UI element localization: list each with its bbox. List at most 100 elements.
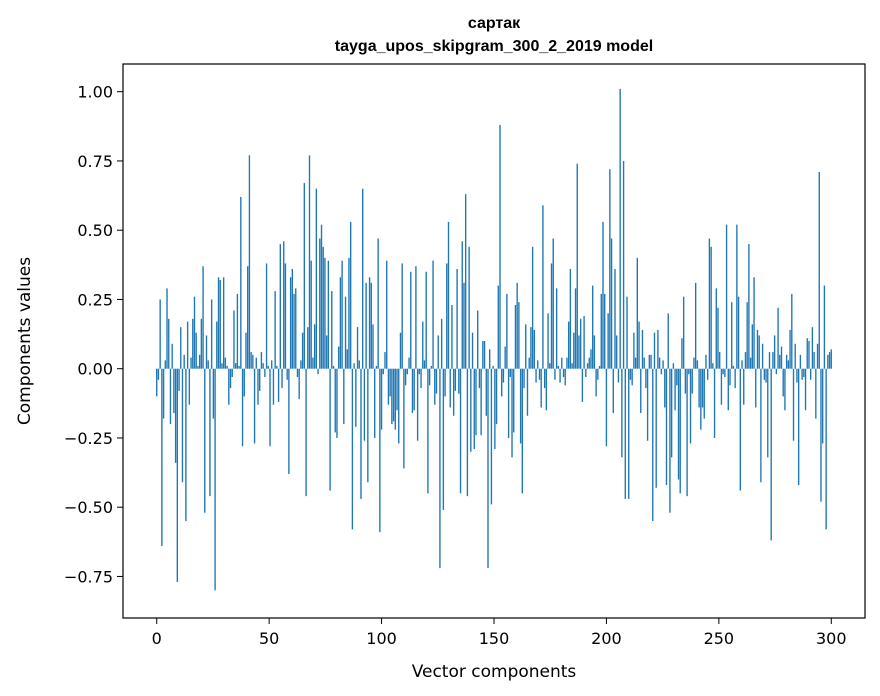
bar	[257, 368, 259, 405]
bar	[686, 368, 688, 497]
bar	[398, 368, 400, 444]
bar	[677, 368, 680, 480]
bar	[569, 268, 572, 369]
bar	[768, 352, 771, 369]
bar	[370, 282, 372, 369]
bar	[437, 335, 439, 369]
bar	[313, 324, 316, 369]
bar	[181, 368, 184, 483]
bar	[255, 357, 257, 369]
bar	[554, 368, 556, 380]
bar	[592, 285, 594, 369]
bar	[368, 277, 371, 369]
bar	[564, 368, 566, 386]
bar	[446, 263, 448, 369]
bar	[157, 368, 160, 380]
bar	[207, 360, 209, 369]
bar	[473, 368, 475, 450]
bar	[753, 277, 755, 369]
bar	[159, 299, 161, 369]
bar	[358, 360, 360, 369]
bar	[410, 271, 412, 369]
bar	[652, 368, 654, 522]
x-tick-label: 100	[366, 629, 397, 648]
bar	[260, 352, 263, 369]
bar	[487, 368, 489, 569]
bar	[543, 368, 546, 389]
bar	[339, 277, 342, 369]
bar	[737, 296, 740, 369]
bar	[198, 354, 201, 369]
bar	[646, 368, 649, 441]
bar	[418, 368, 421, 375]
bar	[464, 194, 467, 369]
bar	[773, 335, 776, 369]
bar	[538, 368, 541, 380]
bar	[622, 160, 625, 369]
bar	[439, 368, 441, 569]
bar	[707, 368, 709, 380]
x-tick-label: 250	[704, 629, 735, 648]
bar	[490, 368, 493, 505]
bar	[483, 341, 486, 369]
bar	[365, 282, 367, 369]
bar	[233, 310, 235, 369]
bar	[416, 368, 419, 441]
bar	[274, 291, 276, 369]
bar	[780, 346, 783, 369]
y-tick-label: 0.25	[77, 290, 113, 309]
bar	[262, 363, 264, 369]
bar	[183, 354, 185, 369]
bar	[579, 318, 582, 369]
bar	[291, 268, 294, 369]
bar	[166, 288, 168, 369]
bar	[173, 368, 175, 414]
y-tick-label: 0.00	[77, 360, 113, 379]
bar	[655, 368, 657, 488]
bar	[281, 368, 283, 389]
bar	[590, 349, 592, 369]
bar	[822, 368, 824, 444]
bar	[200, 318, 203, 369]
bar	[803, 368, 805, 378]
bar	[499, 124, 501, 369]
bar	[192, 318, 194, 369]
y-tick-label: −0.50	[64, 498, 113, 517]
bar	[767, 368, 769, 458]
bar	[411, 368, 414, 414]
bar	[349, 221, 352, 369]
bar	[320, 224, 323, 369]
bar	[815, 368, 817, 419]
bar	[337, 346, 340, 369]
bar	[669, 368, 671, 513]
bar	[667, 313, 669, 369]
bar	[693, 357, 695, 369]
bar	[674, 368, 676, 411]
bar	[607, 313, 609, 369]
bar	[372, 324, 374, 369]
bar	[178, 368, 180, 391]
bar	[253, 368, 256, 444]
bar	[267, 365, 269, 369]
bar	[353, 363, 355, 369]
bar	[247, 266, 249, 369]
bar	[423, 360, 426, 369]
bar	[643, 357, 645, 369]
y-axis-label: Components values	[15, 257, 35, 425]
bar	[827, 354, 829, 369]
bar	[241, 368, 244, 447]
x-tick-label: 50	[259, 629, 279, 648]
bar	[329, 368, 331, 491]
bar	[250, 352, 252, 369]
bar	[736, 224, 738, 369]
bar	[634, 357, 637, 369]
bar	[492, 365, 494, 369]
bar	[830, 349, 832, 369]
bar	[550, 263, 553, 369]
bar	[355, 368, 357, 427]
bar	[396, 368, 398, 411]
bar	[636, 257, 638, 369]
bar	[648, 354, 651, 369]
bar	[310, 260, 312, 369]
